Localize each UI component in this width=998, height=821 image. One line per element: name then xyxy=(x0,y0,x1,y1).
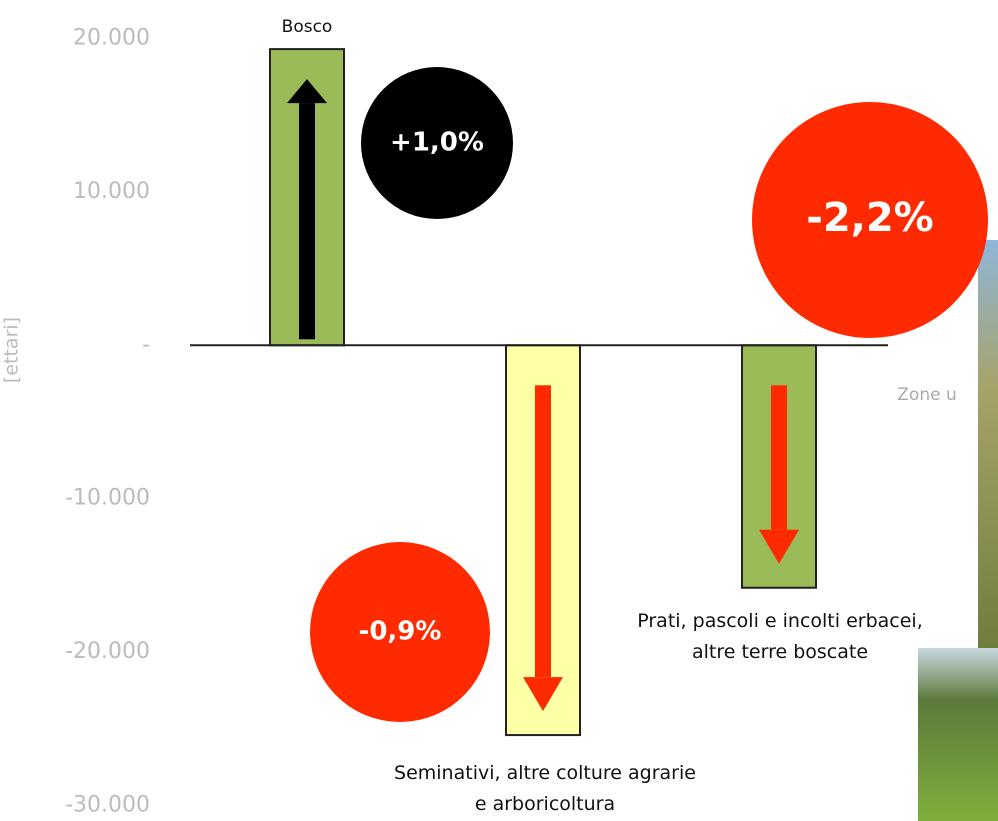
category-label: Bosco xyxy=(281,17,333,37)
annotation-circle xyxy=(361,67,513,219)
arrow-head xyxy=(759,529,799,564)
photo xyxy=(918,648,998,821)
annotation-circle xyxy=(310,542,490,722)
annotation-text: +1,0% xyxy=(390,128,484,158)
y-axis-label: [ettari] xyxy=(1,317,23,383)
photo xyxy=(978,240,998,660)
annotation-text: -2,2% xyxy=(806,195,934,241)
category-label: Seminativi, altre colture agrarie e arbo… xyxy=(394,762,696,815)
category-label: Prati, pascoli e incolti erbacei, altre … xyxy=(637,610,923,663)
category-label: Zone u xyxy=(897,385,957,405)
y-tick-label: - xyxy=(142,332,150,357)
arrow-head xyxy=(287,79,327,104)
y-tick-label: 10.000 xyxy=(73,179,150,204)
y-tick-label: -20.000 xyxy=(65,639,150,664)
arrow-shaft xyxy=(771,385,787,530)
arrow-shaft xyxy=(299,103,315,340)
annotation-text: -0,9% xyxy=(359,617,442,647)
y-tick-label: 20.000 xyxy=(73,25,150,50)
y-tick-label: -10.000 xyxy=(65,486,150,511)
y-tick-label: -30.000 xyxy=(65,793,150,818)
arrow-head xyxy=(523,677,563,712)
arrow-shaft xyxy=(535,385,551,678)
annotation-circle xyxy=(752,102,988,338)
